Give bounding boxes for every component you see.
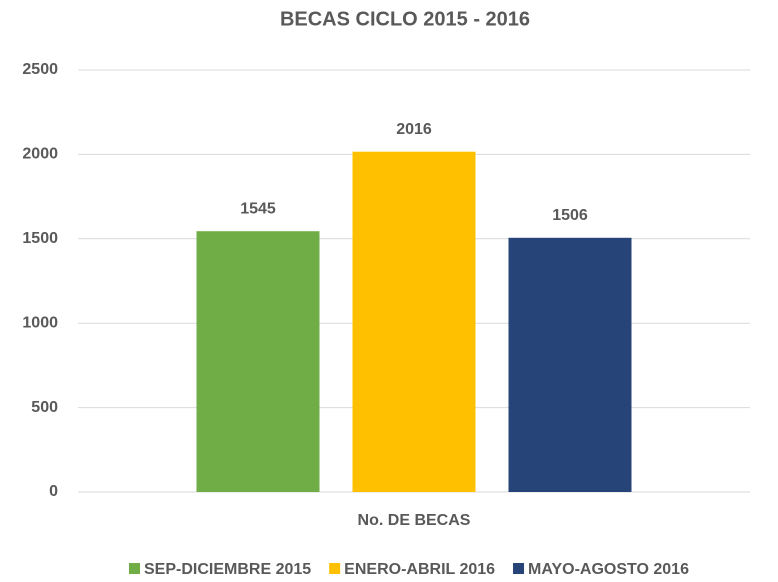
bar xyxy=(352,151,476,492)
legend-label: SEP-DICIEMBRE 2015 xyxy=(144,561,311,578)
y-tick-label: 500 xyxy=(31,399,58,416)
bar xyxy=(196,231,320,493)
y-tick-label: 1000 xyxy=(22,314,58,331)
legend-label: ENERO-ABRIL 2016 xyxy=(344,561,495,578)
y-tick-label: 0 xyxy=(49,483,58,500)
legend-swatch xyxy=(129,563,141,574)
legend-swatch xyxy=(513,563,525,574)
data-label: 1545 xyxy=(240,200,276,217)
y-tick-label: 1500 xyxy=(22,230,58,247)
x-tick-label: No. DE BECAS xyxy=(358,512,471,529)
data-label: 2016 xyxy=(396,121,432,138)
y-tick-label: 2000 xyxy=(22,146,58,163)
legend-label: MAYO-AGOSTO 2016 xyxy=(528,561,689,578)
bar xyxy=(508,237,632,492)
y-tick-label: 2500 xyxy=(22,61,58,78)
chart-title: BECAS CICLO 2015 - 2016 xyxy=(280,8,530,30)
data-label: 1506 xyxy=(552,207,588,224)
legend-swatch xyxy=(329,563,341,574)
